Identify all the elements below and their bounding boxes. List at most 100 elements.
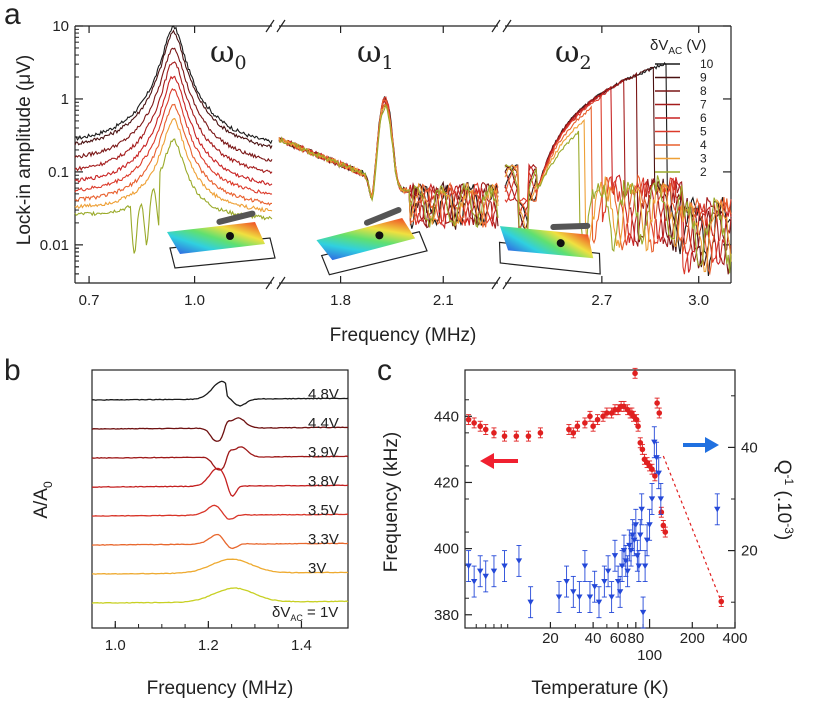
legend-label-8: 8 [700,84,707,98]
panel-c-q-point [624,568,631,575]
inset-mode-0-surface [167,222,265,254]
panel-c-frequency-point [587,413,593,420]
panel-c-q-point [576,594,583,601]
axis-break-mark [276,276,286,290]
panel-c-y-right-tick-label: 40 [741,439,758,456]
panel-c-q-point [501,563,508,570]
legend-label-3: 3 [700,152,707,166]
axis-break-mark [265,19,275,33]
right-axis-arrow-head [705,437,719,453]
curve-10V-segment-0 [74,25,273,145]
panel-c-q-point [555,594,563,601]
inset-mode-1 [316,207,428,276]
panel-a-x-tick-label: 1.0 [184,292,205,309]
panel-a-x-tick-label: 2.1 [433,292,454,309]
panel-c-frequency-point [513,433,520,439]
panel-c-x-tick-label: 400 [722,630,747,647]
panel-b-label-4.8V: 4.8V [308,386,339,403]
legend-label-9: 9 [700,71,707,85]
legend-label-4: 4 [700,138,707,152]
panel-c-frequency-point [590,423,596,430]
panel-c-x-tick-label: 80 [627,630,644,647]
panel-c-frequency-point [632,370,638,377]
panel-c-frequency-point [570,430,577,436]
panel-c-x-label: Temperature (K) [531,678,668,699]
inset-mode-1-probe-rod [363,207,402,226]
panel-b-label-3V: 3V [308,560,326,577]
panel-c-q-point [470,578,478,585]
panel-a-x-tick-label: 1.8 [330,292,351,309]
panel-b-label-3.8V: 3.8V [308,473,339,490]
curve-5V-segment-0 [74,87,273,195]
panel-c-frequency-point [471,420,477,426]
panel-c-frequency-point [658,509,665,516]
panel-c-frequency-point [656,410,663,416]
legend-label-2: 2 [700,165,707,179]
panel-c-q-point [632,522,640,528]
panel-c-q-point [608,594,615,601]
panel-c-x-tick-label: 100 [637,647,662,664]
panel-c-q-point [655,470,662,477]
panel-c-frequency-point [652,473,658,479]
curve-3V-segment-2 [504,119,732,273]
legend-label-6: 6 [700,111,707,125]
axis-break-mark [491,19,501,33]
panel-c-q-point [563,578,570,585]
panel-c-x-tick-label: 60 [610,630,627,647]
curve-8V-segment-0 [74,47,273,163]
panel-c-frequency-point [465,416,472,423]
panel-c-y-right-label: Q-1 (.10-3) [773,460,796,540]
inset-mode-0-probe-rod [216,210,256,225]
legend-title: δVAC (V) [650,37,706,57]
panel-c-frequency-point [477,423,484,430]
panel-c-x-tick-label: 20 [542,630,559,647]
panel-b-curve-4.4V [91,417,349,442]
panel-c-q-point [601,578,608,585]
curve-7V-segment-0 [74,61,273,175]
curve-2V-segment-1 [278,103,499,228]
axis-break-mark [502,276,512,290]
panel-c-q-point [586,594,594,601]
axis-break-mark [265,276,275,290]
panel-a-y-label: Lock-in amplitude (μV) [14,55,35,245]
panel-c-q-point [581,563,589,570]
panel-c-y-left-label: Frequency (kHz) [381,432,402,572]
panel-c-q-point [595,599,603,606]
inset-mode-2-surface [499,226,594,259]
panel-a-y-tick-label: 0.01 [40,237,69,254]
panel-c-q-point [638,506,645,513]
curve-7V-segment-1 [278,103,499,229]
panel-a-y-tick-label: 1 [61,91,69,108]
mode-label-omega-0: ω0 [210,35,247,74]
panel-c-q-point [490,568,498,575]
panel-c-x-tick-label: 200 [680,630,705,647]
panel-a-y-tick-label: 0.1 [48,164,69,181]
panel-b-y-label: A/A0 [31,481,55,519]
panel-a-x-tick-label: 3.0 [688,292,709,309]
legend-label-7: 7 [700,98,707,112]
panel-c-frequency-point [574,423,581,430]
panel-a-letter: a [4,0,21,31]
panel-c-frequency-point [718,598,725,605]
panel-a-x-tick-label: 2.7 [591,292,612,309]
panel-c-q-point [646,522,653,528]
inset-mode-1-contact-dot [375,231,384,240]
axis-break-mark [502,19,512,33]
inset-mode-1-surface [316,217,416,261]
panel-b-label-3.9V: 3.9V [308,444,339,461]
panel-c-y-left-tick-label: 400 [434,541,459,558]
inset-mode-0-contact-dot [226,232,234,240]
mode-label-omega-1: ω1 [357,35,394,74]
panel-b-curve-3.5V [91,504,349,520]
panel-c-q-point [648,496,656,502]
panel-c-frequency-point [635,423,641,430]
panel-b-x-label: Frequency (MHz) [147,678,294,699]
panel-c-y-right-tick-label: 20 [741,543,758,560]
panel-c-frequency-point [604,410,610,416]
panel-b-x-tick-label: 1.0 [105,637,126,654]
panel-c-y-left-tick-label: 440 [434,408,459,425]
curve-3V-segment-0 [74,117,273,213]
panel-a-x-label: Frequency (MHz) [330,325,477,346]
panel-c-q-point [570,589,577,595]
